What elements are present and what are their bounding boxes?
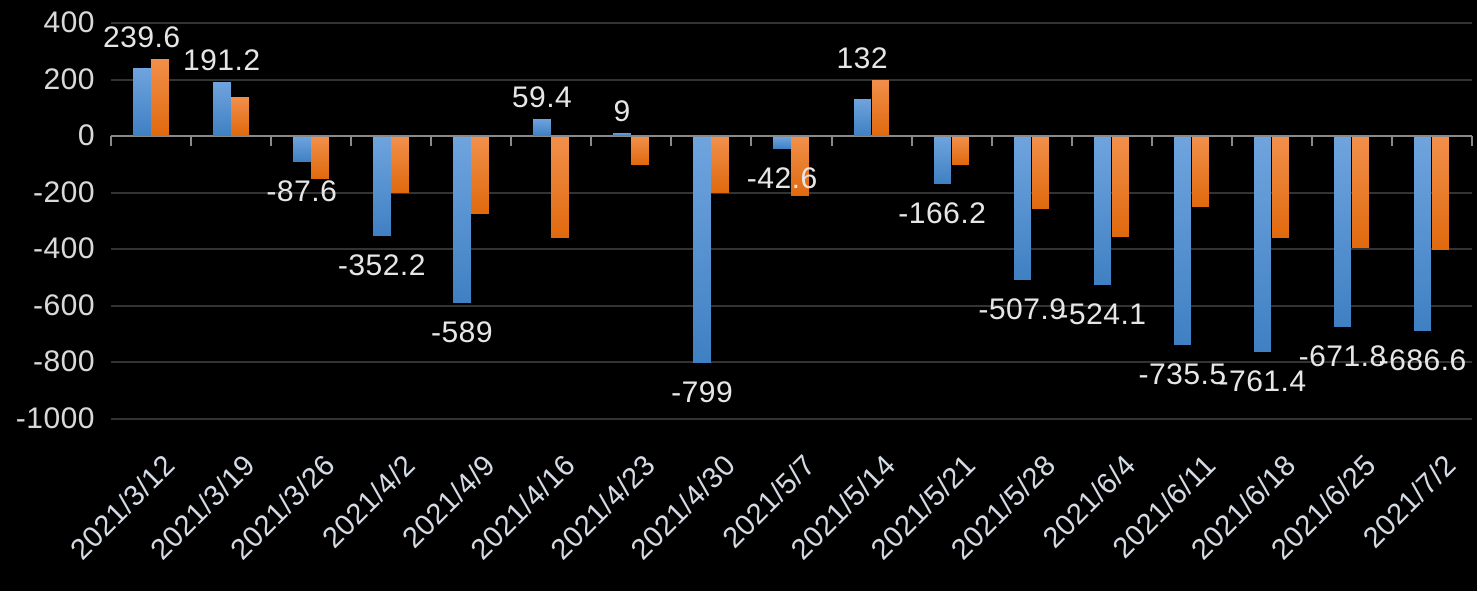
data-label: -42.6 <box>746 162 818 196</box>
orange-series-bar <box>951 137 970 166</box>
orange-series-bar <box>471 137 489 214</box>
orange-series-bar <box>871 79 890 136</box>
x-axis-tick-mark <box>990 136 993 146</box>
blue-series-bar <box>1333 137 1352 327</box>
y-axis-tick-label: -200 <box>32 175 95 209</box>
orange-series-bar <box>1431 137 1450 250</box>
blue-series-bar <box>533 119 551 136</box>
data-label: 9 <box>613 95 631 129</box>
y-axis-tick-label: -1000 <box>15 401 95 435</box>
blue-series-bar <box>213 81 231 136</box>
data-label: 191.2 <box>183 43 261 77</box>
x-axis-tick-mark <box>350 136 353 146</box>
blue-series-bar <box>613 133 631 136</box>
orange-series-bar <box>231 97 249 136</box>
orange-series-bar <box>1191 137 1210 208</box>
orange-series-bar <box>1271 137 1290 238</box>
blue-series-bar <box>1413 137 1432 331</box>
y-gridline <box>111 417 1472 420</box>
blue-series-bar <box>373 137 391 237</box>
x-axis-tick-mark <box>510 136 513 146</box>
blue-series-bar <box>133 68 151 136</box>
blue-series-bar <box>933 137 952 184</box>
y-axis-tick-label: 0 <box>77 119 95 152</box>
x-axis-tick-mark <box>670 136 673 146</box>
data-label: -671.8 <box>1298 339 1387 373</box>
x-axis-tick-mark <box>910 136 913 146</box>
x-axis-tick-mark <box>110 136 112 146</box>
data-label: -589 <box>430 316 493 350</box>
data-label: 59.4 <box>511 81 573 115</box>
data-label: -799 <box>671 375 734 409</box>
blue-series-bar <box>1093 137 1112 286</box>
orange-series-bar <box>1111 137 1130 237</box>
x-axis-tick-mark <box>430 136 433 146</box>
x-axis-tick-mark <box>1310 136 1313 146</box>
data-label: -686.6 <box>1378 343 1467 377</box>
data-label: -352.2 <box>337 249 426 283</box>
y-axis-tick-label: -600 <box>32 288 95 322</box>
x-axis-tick-mark <box>1150 136 1153 146</box>
orange-series-bar <box>791 137 809 197</box>
data-label: -761.4 <box>1218 365 1307 399</box>
orange-series-bar <box>391 137 409 194</box>
orange-series-bar <box>1031 137 1050 209</box>
blue-series-bar <box>1253 137 1272 353</box>
data-label: -735.5 <box>1138 357 1227 391</box>
y-gridline <box>111 22 1472 24</box>
data-label: 132 <box>836 41 889 75</box>
data-label: -87.6 <box>266 174 338 208</box>
orange-series-bar <box>1351 137 1370 248</box>
blue-series-bar <box>1173 137 1192 345</box>
blue-series-bar <box>453 137 471 304</box>
y-axis-tick-label: -800 <box>32 345 95 378</box>
data-label: -524.1 <box>1058 298 1147 332</box>
blue-series-bar <box>693 137 711 363</box>
y-axis-tick-label: 200 <box>43 62 95 96</box>
data-label: 239.6 <box>102 21 181 55</box>
orange-series-bar <box>711 137 729 193</box>
orange-series-bar <box>551 137 569 238</box>
data-label: -507.9 <box>978 293 1067 327</box>
data-label: -166.2 <box>898 196 987 230</box>
x-axis-tick-mark <box>1230 136 1233 146</box>
x-axis-tick-mark <box>270 136 273 146</box>
blue-series-bar <box>1013 137 1032 281</box>
y-axis-tick-label: 400 <box>43 6 95 39</box>
x-axis-tick-mark <box>750 136 753 146</box>
x-axis-tick-mark <box>1070 136 1073 146</box>
orange-series-bar <box>631 137 649 166</box>
blue-series-bar <box>853 98 872 136</box>
x-axis-tick-mark <box>1390 136 1393 146</box>
blue-series-bar <box>773 137 791 150</box>
y-gridline <box>111 78 1472 81</box>
y-axis-tick-label: -400 <box>32 232 95 265</box>
orange-series-bar <box>151 59 169 136</box>
x-axis-tick-mark <box>590 136 593 146</box>
blue-series-bar <box>293 137 311 162</box>
x-axis-tick-mark <box>1471 136 1473 146</box>
x-axis-tick-mark <box>190 136 193 146</box>
orange-series-bar <box>311 137 329 180</box>
x-axis-tick-mark <box>830 136 833 146</box>
